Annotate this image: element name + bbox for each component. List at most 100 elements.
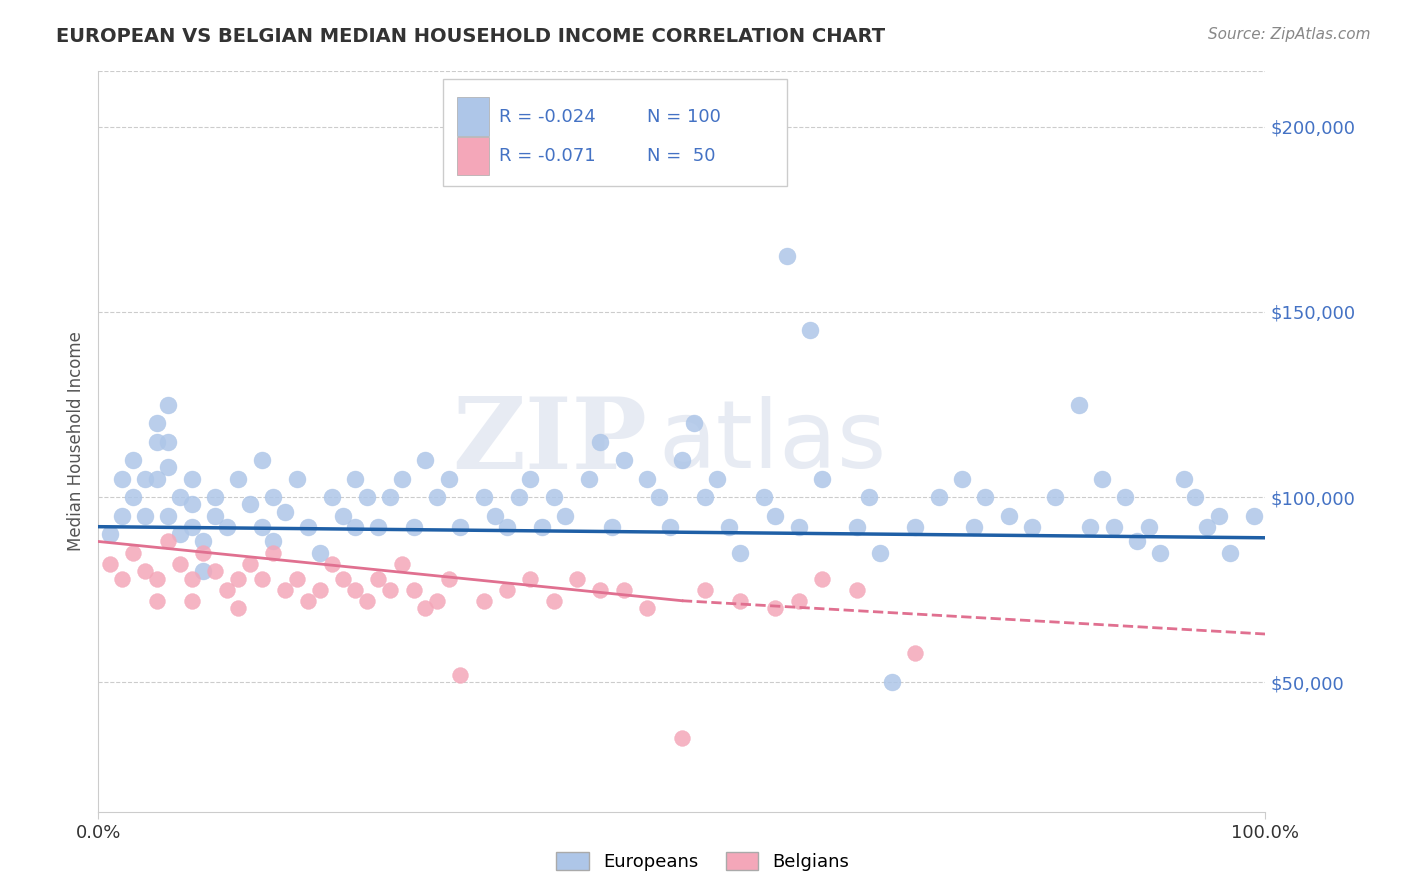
Point (380, 490, 402, 504)
Point (321, 490, 343, 504)
Legend: Europeans, Belgians: Europeans, Belgians (550, 845, 856, 879)
Point (356, 593, 378, 607)
Point (1149, 545, 1171, 560)
Point (169, 527, 191, 541)
Point (321, 557, 343, 571)
Point (671, 731, 693, 745)
Point (1080, 519, 1102, 533)
Point (472, 593, 495, 607)
Point (437, 471, 460, 485)
Point (111, 471, 134, 485)
Point (449, 519, 471, 533)
Point (344, 582, 367, 597)
Point (262, 490, 284, 504)
Point (134, 471, 156, 485)
Point (250, 453, 273, 467)
Point (262, 534, 284, 549)
Point (380, 582, 402, 597)
Point (858, 490, 880, 504)
Point (402, 519, 425, 533)
Point (274, 582, 297, 597)
Point (146, 572, 169, 586)
Point (1197, 519, 1219, 533)
Point (262, 545, 284, 560)
Point (519, 471, 541, 485)
Point (776, 250, 799, 264)
Point (578, 471, 600, 485)
Point (239, 557, 262, 571)
Point (730, 545, 752, 560)
Point (1137, 519, 1160, 533)
Point (157, 434, 180, 449)
Point (250, 572, 273, 586)
Y-axis label: Median Household Income: Median Household Income (66, 332, 84, 551)
Point (309, 582, 332, 597)
Point (180, 471, 202, 485)
Text: N = 100: N = 100 (647, 108, 721, 126)
Point (1219, 545, 1241, 560)
Text: ZIP: ZIP (451, 393, 647, 490)
Point (367, 519, 389, 533)
Point (647, 490, 669, 504)
Point (437, 572, 460, 586)
Point (111, 508, 134, 523)
Point (146, 593, 169, 607)
Point (869, 545, 891, 560)
Text: N =  50: N = 50 (647, 147, 716, 165)
Point (215, 582, 238, 597)
Point (309, 545, 332, 560)
Point (391, 557, 413, 571)
Point (508, 490, 530, 504)
Point (193, 545, 215, 560)
Point (799, 324, 821, 338)
Point (928, 490, 950, 504)
Point (228, 601, 250, 615)
Point (612, 582, 634, 597)
Point (636, 471, 658, 485)
Text: Source: ZipAtlas.com: Source: ZipAtlas.com (1208, 27, 1371, 42)
Point (297, 593, 319, 607)
Point (204, 490, 226, 504)
Point (730, 593, 752, 607)
Point (413, 601, 436, 615)
Point (1091, 471, 1114, 485)
Point (134, 564, 156, 578)
Point (1184, 490, 1206, 504)
Point (98, 527, 121, 541)
Point (636, 601, 658, 615)
Point (763, 601, 786, 615)
Bar (457, 97, 489, 136)
Bar (443, 78, 787, 186)
Point (659, 519, 682, 533)
Point (204, 508, 226, 523)
Point (157, 534, 180, 549)
Point (169, 490, 191, 504)
Point (146, 434, 169, 449)
Point (332, 508, 354, 523)
Point (600, 519, 623, 533)
Point (1102, 519, 1125, 533)
Point (1173, 471, 1195, 485)
Point (157, 460, 180, 475)
Point (565, 572, 588, 586)
Point (169, 557, 191, 571)
Point (426, 593, 449, 607)
Point (717, 519, 740, 533)
Point (1243, 508, 1265, 523)
Point (449, 667, 471, 681)
Text: atlas: atlas (658, 395, 887, 488)
Point (519, 572, 541, 586)
Point (402, 582, 425, 597)
Point (134, 508, 156, 523)
Point (589, 582, 612, 597)
Point (239, 498, 262, 512)
Point (122, 545, 145, 560)
Point (157, 398, 180, 412)
Point (554, 508, 576, 523)
Text: R = -0.071: R = -0.071 (499, 147, 595, 165)
Point (880, 675, 903, 690)
Point (846, 582, 869, 597)
Point (811, 471, 834, 485)
Point (706, 471, 728, 485)
Point (98, 557, 121, 571)
